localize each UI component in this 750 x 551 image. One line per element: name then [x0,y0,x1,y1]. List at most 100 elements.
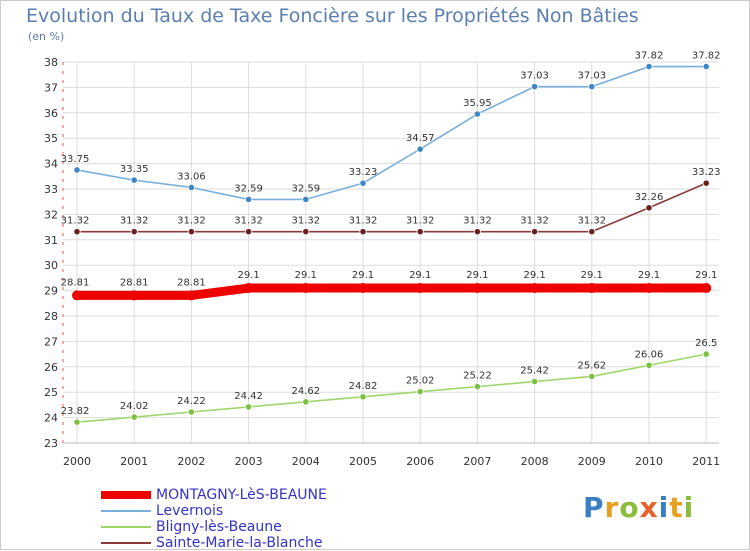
data-point [701,283,712,294]
series-line [76,353,708,423]
data-label: 29.1 [466,270,488,281]
data-label: 28.81 [120,277,149,288]
data-label: 25.62 [577,360,606,371]
y-tick-label: 23 [44,437,58,450]
data-label: 24.62 [291,386,320,397]
data-label: 37.03 [520,71,549,82]
data-label: 29.1 [352,270,374,281]
logo-letter: o [619,491,640,524]
x-tick-label: 2002 [177,455,205,468]
data-point [245,228,253,236]
data-label: 32.59 [291,183,320,194]
y-tick-label: 37 [44,81,58,94]
data-label: 37.82 [635,51,664,62]
data-point [73,228,81,236]
data-label: 33.23 [692,167,721,178]
data-point [300,283,311,294]
data-label: 33.35 [120,164,149,175]
data-label: 24.82 [349,381,378,392]
data-label: 28.81 [177,277,206,288]
data-point [358,283,368,294]
data-label: 25.22 [463,371,492,382]
series-line [72,283,711,300]
y-tick-label: 31 [44,234,58,247]
data-label: 29.1 [695,270,717,281]
legend-swatch [101,491,151,499]
chart-title: Evolution du Taux de Taxe Foncière sur l… [26,5,639,27]
data-point [473,228,481,236]
data-point [302,398,310,406]
data-point [72,290,82,301]
data-label: 29.1 [237,270,259,281]
data-point [130,176,138,184]
legend-item: MONTAGNY-LèS-BEAUNE [101,487,327,503]
proxiti-logo: Proxiti [583,491,694,524]
data-point [130,413,138,421]
data-point [702,62,710,71]
x-tick-label: 2009 [578,455,606,468]
series-line [76,65,708,201]
data-label: 31.32 [520,216,549,227]
y-tick-label: 30 [44,259,58,272]
unit-label: (en %) [28,30,65,43]
logo-letter: r [604,491,620,524]
data-label: 31.32 [577,216,606,227]
data-point [73,418,81,426]
y-tick-label: 25 [44,386,58,399]
data-label: 35.95 [463,98,492,109]
plot-area [63,62,719,443]
data-label: 23.82 [61,406,90,417]
legend-item: Levernois [101,503,327,519]
data-point [245,403,253,411]
legend-item: Bligny-lès-Beaune [101,519,327,535]
data-label: 32.26 [635,192,664,203]
data-point [529,283,540,294]
y-tick-label: 24 [44,412,58,425]
legend-label: Levernois [156,503,224,519]
y-tick-label: 33 [44,183,58,196]
data-point [187,228,195,236]
data-point [588,83,596,91]
data-point [129,290,140,301]
data-label: 31.32 [291,216,320,227]
data-label: 31.32 [349,216,378,227]
data-label: 26.5 [695,338,717,349]
data-point [530,83,539,91]
y-tick-label: 29 [44,285,58,298]
data-point [416,228,424,236]
y-tick-label: 26 [44,361,58,374]
data-label: 24.02 [120,401,149,412]
logo-letter: i [658,491,670,524]
legend-label: Sainte-Marie-la-Blanche [156,535,323,551]
data-point [645,361,653,369]
x-tick-label: 2011 [692,455,720,468]
data-label: 31.32 [61,216,90,227]
data-label: 24.42 [234,391,263,402]
data-point [644,283,654,294]
data-label: 25.02 [406,376,435,387]
data-label: 33.75 [61,154,90,165]
data-point [415,283,426,294]
data-label: 31.32 [234,216,263,227]
x-tick-label: 2005 [349,455,377,468]
data-label: 31.32 [463,216,492,227]
data-label: 28.81 [61,277,90,288]
data-label: 37.03 [577,71,606,82]
y-tick-label: 34 [44,158,58,171]
data-label: 29.1 [638,270,660,281]
data-point [702,179,710,187]
data-label: 31.32 [406,216,435,227]
data-point [302,228,310,236]
data-label: 32.59 [234,183,263,194]
x-tick-label: 2001 [120,455,148,468]
series-line [76,182,708,233]
y-tick-label: 32 [44,208,58,221]
y-tick-label: 35 [44,132,58,145]
data-label: 31.32 [120,216,149,227]
data-label: 29.1 [295,270,317,281]
legend-swatch [101,542,151,544]
legend-label: MONTAGNY-LèS-BEAUNE [156,487,327,503]
data-label: 29.1 [523,270,545,281]
legend-swatch [101,510,151,512]
